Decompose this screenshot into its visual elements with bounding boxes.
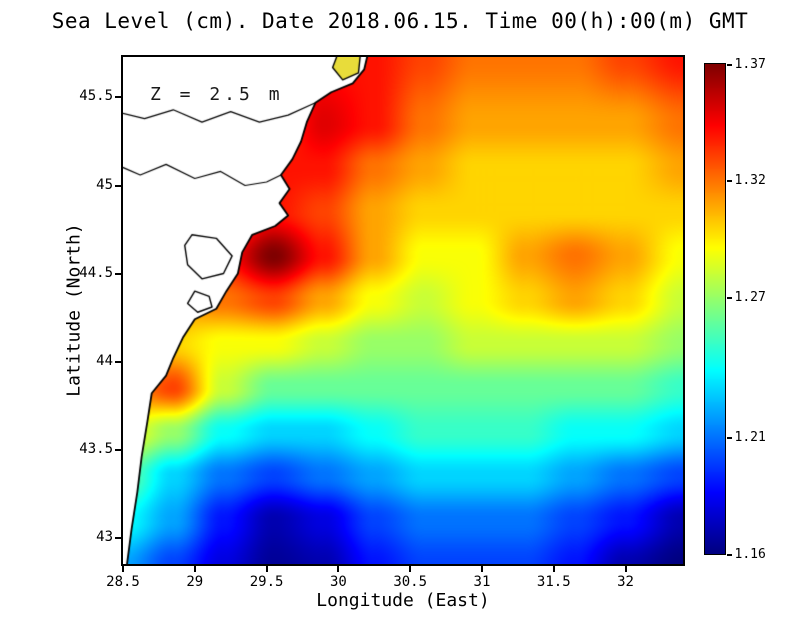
x-tick-mark — [265, 566, 268, 572]
colorbar-tick-label: 1.21 — [734, 429, 766, 445]
colorbar-tick-label: 1.32 — [734, 173, 766, 189]
y-tick-mark — [115, 184, 121, 187]
x-tick-mark — [122, 566, 124, 572]
x-tick-label: 28.5 — [106, 574, 140, 590]
x-tick-mark — [480, 566, 483, 572]
plot-title: Sea Level (cm). Date 2018.06.15. Time 00… — [51, 9, 749, 33]
x-axis-label: Longitude (East) — [316, 590, 490, 611]
colorbar-tick-mark — [727, 296, 732, 299]
y-tick-mark — [115, 360, 121, 363]
x-tick-mark — [193, 566, 196, 572]
map-plot-frame — [121, 55, 685, 566]
y-tick-mark — [115, 96, 121, 99]
x-tick-mark — [624, 566, 627, 572]
y-tick-label: 45.5 — [79, 88, 113, 105]
colorbar-tick-mark — [727, 553, 732, 556]
colorbar — [705, 64, 725, 554]
colorbar-tick-mark — [727, 180, 732, 183]
y-axis-label: Latitude (North) — [63, 223, 85, 397]
y-tick-label: 43 — [96, 528, 113, 545]
y-tick-label: 45 — [96, 176, 113, 193]
y-tick-mark — [115, 272, 121, 275]
colorbar-tick-label: 1.16 — [734, 546, 766, 562]
x-tick-label: 29 — [186, 574, 204, 590]
colorbar-tick-mark — [727, 63, 732, 66]
colorbar-tick-label: 1.27 — [734, 289, 766, 305]
y-tick-mark — [115, 448, 121, 451]
colorbar-frame — [704, 63, 726, 555]
colorbar-tick-mark — [727, 436, 732, 439]
colorbar-tick-label: 1.37 — [734, 56, 766, 72]
x-tick-mark — [337, 566, 340, 572]
x-tick-label: 30 — [329, 574, 347, 590]
depth-annotation: Z = 2.5 m — [150, 84, 284, 105]
x-tick-mark — [552, 566, 555, 572]
x-tick-mark — [409, 566, 412, 572]
y-tick-mark — [115, 536, 121, 539]
x-tick-label: 32 — [617, 574, 634, 590]
y-tick-label: 44.5 — [79, 264, 113, 281]
sea-level-heatmap — [123, 57, 683, 564]
x-tick-label: 31 — [473, 574, 491, 590]
y-tick-label: 43.5 — [79, 440, 113, 457]
x-tick-label: 31.5 — [536, 574, 571, 590]
y-tick-label: 44 — [96, 352, 113, 369]
x-tick-label: 30.5 — [393, 574, 428, 590]
x-tick-label: 29.5 — [249, 574, 284, 590]
